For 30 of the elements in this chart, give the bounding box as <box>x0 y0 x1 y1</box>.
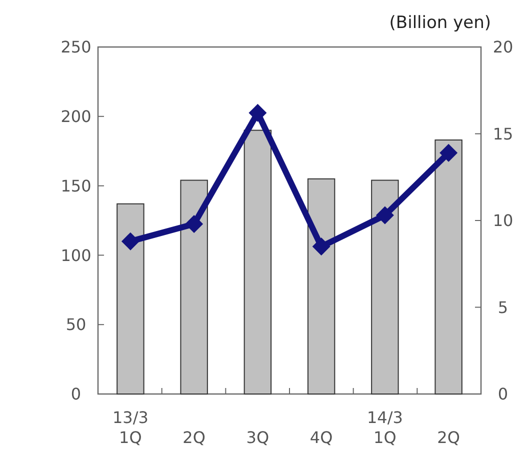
y-tick-label: 200 <box>60 107 92 126</box>
y2-tick-label: 15 <box>492 124 514 144</box>
point <box>185 214 204 233</box>
x-tick-label: 2Q <box>182 428 206 447</box>
y2-tick-label: 20 <box>492 38 514 57</box>
x-tick-label: 13/3 1Q <box>112 408 148 447</box>
bar <box>371 180 399 394</box>
point <box>440 144 458 162</box>
y2-tick-label: 10 <box>492 211 514 230</box>
point <box>248 104 267 122</box>
x-tick-label: 3Q <box>246 428 270 447</box>
bar <box>307 178 336 394</box>
y-tick-label: 250 <box>60 38 92 57</box>
point <box>376 206 394 224</box>
y2-tick-label: 0 <box>498 384 508 404</box>
x-tick-label: 14/3 1Q <box>366 408 403 447</box>
bar <box>434 139 462 394</box>
y2-tick-label: 5 <box>498 298 508 317</box>
y-tick-label: 0 <box>70 384 82 404</box>
point <box>312 238 330 256</box>
x-tick-label: 2Q <box>437 428 460 447</box>
point <box>121 232 140 250</box>
y-tick-label: 100 <box>60 246 92 265</box>
bar <box>244 130 272 394</box>
text: (Billion yen) <box>389 13 491 33</box>
bar <box>116 203 144 394</box>
x-tick-label: 4Q <box>310 428 333 447</box>
y-tick-label: 150 <box>60 176 92 196</box>
bar <box>180 180 208 394</box>
y-tick-label: 50 <box>66 315 86 334</box>
